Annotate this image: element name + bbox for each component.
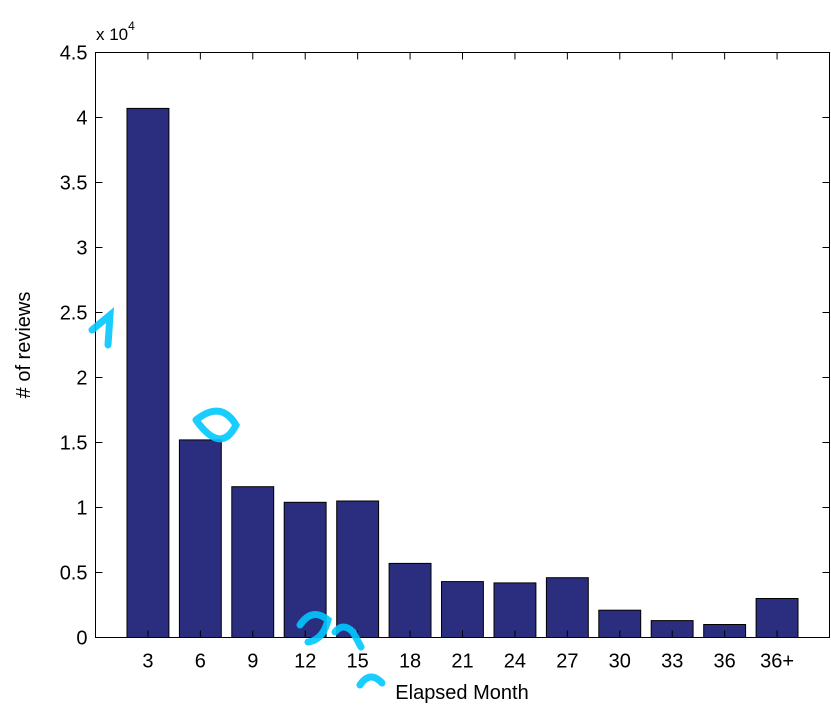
- y-tick-label: 2: [76, 368, 87, 390]
- bar-15: [336, 500, 380, 638]
- y-multiplier: x 104: [96, 19, 135, 44]
- bar-3: [126, 107, 170, 638]
- bar-27: [545, 577, 589, 639]
- x-tick-label: 27: [556, 651, 578, 673]
- bar-21: [441, 581, 484, 638]
- y-tick-label: 2.5: [60, 303, 88, 325]
- y-tick-labels: 0 0.5 1 1.5 2 2.5 3 3.5 4 4.5: [60, 43, 88, 650]
- x-tick-labels: 3 6 9 12 15 18 21 24 27 30 33 36 36+: [142, 651, 794, 673]
- y-multiplier-exponent: 4: [128, 19, 135, 33]
- bar-12: [283, 501, 327, 638]
- x-tick-label: 6: [195, 651, 206, 673]
- bar-9: [231, 486, 275, 639]
- bar-24: [493, 582, 537, 639]
- x-tick-label: 24: [504, 651, 526, 673]
- y-tick-label: 4.5: [60, 43, 88, 65]
- x-tick-label: 21: [451, 651, 473, 673]
- y-tick-label: 1.5: [60, 433, 88, 455]
- x-tick-label: 33: [661, 651, 683, 673]
- x-tick-label: 9: [247, 651, 258, 673]
- x-tick-label: 12: [294, 651, 316, 673]
- x-tick-label: 36+: [760, 651, 794, 673]
- bar-18: [388, 562, 432, 639]
- y-multiplier-base: x 10: [96, 25, 128, 44]
- x-tick-label: 36: [714, 651, 736, 673]
- x-tick-label: 15: [347, 651, 369, 673]
- x-tick-label: 30: [609, 651, 631, 673]
- y-tick-label: 1: [76, 498, 87, 520]
- x-axis-label: Elapsed Month: [395, 682, 528, 704]
- y-tick-label: 0.5: [60, 563, 88, 585]
- y-tick-label: 4: [76, 108, 87, 130]
- y-tick-label: 0: [76, 628, 87, 650]
- y-tick-label: 3: [76, 238, 87, 260]
- bar-6: [178, 439, 222, 638]
- bars-group: [126, 107, 799, 639]
- y-axis-label: # of reviews: [13, 292, 35, 399]
- y-tick-label: 3.5: [60, 173, 88, 195]
- x-tick-label: 3: [142, 651, 153, 673]
- x-tick-label: 18: [399, 651, 421, 673]
